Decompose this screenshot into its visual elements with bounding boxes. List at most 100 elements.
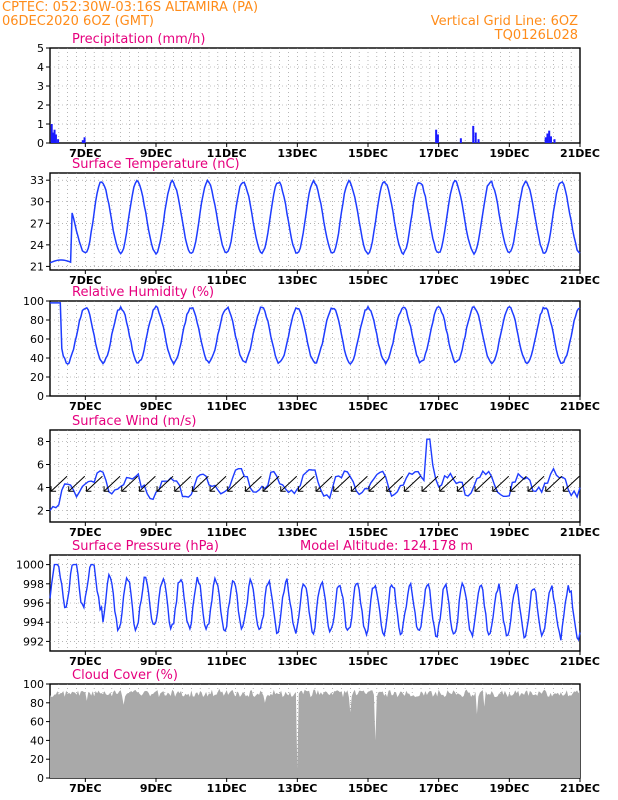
precip-bar — [548, 130, 551, 143]
wind-arrow-head — [562, 486, 569, 492]
precip-bar — [474, 132, 477, 143]
wind-arrow — [209, 475, 227, 492]
x-tick-label: 21DEC — [560, 526, 600, 539]
wind-arrow — [156, 475, 174, 492]
y-tick-label: 1000 — [16, 559, 44, 572]
x-tick-label: 9DEC — [140, 782, 172, 795]
wind-arrow-head — [368, 486, 375, 492]
x-tick-label: 11DEC — [207, 655, 247, 668]
panel-annotation: Model Altitude: 124.178 m — [300, 539, 473, 554]
header-run-date: 06DEC2020 6OZ (GMT) — [2, 14, 154, 29]
wind-arrow — [227, 475, 245, 492]
x-tick-label: 19DEC — [489, 400, 529, 413]
panel-title: Cloud Cover (%) — [72, 668, 178, 683]
x-tick-label: 15DEC — [348, 147, 388, 160]
wind-arrow — [315, 475, 333, 492]
wind-arrow-head — [174, 486, 180, 492]
cloud-area — [50, 688, 580, 778]
x-tick-label: 9DEC — [140, 147, 172, 160]
wind-arrow-head — [333, 486, 339, 492]
y-tick-label: 8 — [37, 436, 44, 449]
wind-arrow — [527, 475, 545, 492]
wind-arrow-head — [315, 486, 322, 492]
wind-arrow — [50, 475, 68, 492]
wind-arrow — [368, 475, 386, 492]
x-tick-label: 7DEC — [69, 526, 101, 539]
y-tick-label: 0 — [37, 772, 44, 785]
y-tick-label: 30 — [30, 196, 44, 209]
wind-arrow — [333, 475, 351, 492]
y-tick-label: 24 — [30, 239, 44, 252]
wind-arrow-head — [545, 486, 551, 492]
precip-bar — [477, 139, 480, 143]
y-tick-label: 996 — [23, 597, 44, 610]
precip-bar — [544, 137, 547, 143]
x-tick-label: 9DEC — [140, 274, 172, 287]
wind-arrow — [545, 475, 563, 492]
wind-arrow — [421, 475, 439, 492]
x-tick-label: 13DEC — [277, 782, 317, 795]
y-tick-label: 4 — [37, 61, 44, 74]
x-tick-label: 21DEC — [560, 147, 600, 160]
wind-arrow-head — [280, 486, 286, 492]
wind-arrow-head — [121, 486, 127, 492]
y-tick-label: 0 — [37, 390, 44, 403]
precip-bar — [436, 134, 439, 143]
x-tick-label: 9DEC — [140, 400, 172, 413]
wind-arrow-head — [297, 486, 304, 492]
wind-arrow — [121, 475, 139, 492]
y-tick-label: 80 — [30, 697, 44, 710]
wind-arrow-head — [456, 486, 463, 492]
x-tick-label: 7DEC — [69, 400, 101, 413]
wind-arrow-head — [527, 486, 534, 492]
header-model-id: TQ0126L028 — [494, 28, 578, 43]
header-station: CPTEC: 052:30W-03:16S ALTAMIRA (PA) — [2, 0, 259, 15]
series-line — [49, 178, 581, 264]
x-tick-label: 11DEC — [207, 147, 247, 160]
y-tick-label: 33 — [30, 174, 44, 187]
wind-arrow-head — [492, 486, 498, 492]
x-tick-label: 17DEC — [419, 400, 459, 413]
y-tick-label: 6 — [37, 459, 44, 472]
x-tick-label: 11DEC — [207, 400, 247, 413]
y-tick-label: 100 — [23, 295, 44, 308]
x-tick-label: 13DEC — [277, 655, 317, 668]
wind-arrow — [457, 475, 474, 492]
y-tick-label: 20 — [30, 753, 44, 766]
wind-arrow-head — [50, 486, 57, 492]
wind-arrow — [474, 475, 492, 492]
y-tick-label: 20 — [30, 371, 44, 384]
wind-arrow — [386, 475, 404, 492]
x-tick-label: 21DEC — [560, 655, 600, 668]
x-tick-label: 9DEC — [140, 526, 172, 539]
wind-arrow — [280, 475, 298, 492]
x-tick-label: 13DEC — [277, 400, 317, 413]
panel-title: Surface Temperature (nC) — [72, 157, 240, 172]
wind-arrow-head — [68, 486, 74, 492]
x-tick-label: 17DEC — [419, 274, 459, 287]
wind-arrow — [563, 475, 580, 492]
wind-arrow-head — [191, 486, 198, 492]
wind-arrow — [192, 475, 209, 492]
y-tick-label: 3 — [37, 80, 44, 93]
x-tick-label: 17DEC — [419, 147, 459, 160]
x-tick-label: 15DEC — [348, 274, 388, 287]
wind-arrow-head — [85, 486, 92, 492]
wind-arrow-head — [156, 486, 163, 492]
precip-bar — [549, 136, 552, 143]
precip-bar — [81, 140, 84, 143]
precip-bar — [50, 124, 53, 143]
wind-arrow-head — [421, 486, 428, 492]
x-tick-label: 17DEC — [419, 782, 459, 795]
x-tick-label: 9DEC — [140, 655, 172, 668]
wind-arrow-head — [403, 486, 410, 492]
series-line — [49, 563, 581, 642]
wind-arrow-head — [262, 486, 269, 492]
x-tick-label: 21DEC — [560, 400, 600, 413]
x-tick-label: 19DEC — [489, 782, 529, 795]
x-tick-label: 11DEC — [207, 274, 247, 287]
wind-arrow-head — [103, 486, 110, 492]
wind-arrow — [439, 475, 457, 492]
header-grid-note: Vertical Grid Line: 6OZ — [430, 14, 578, 29]
precip-bar — [57, 139, 60, 143]
